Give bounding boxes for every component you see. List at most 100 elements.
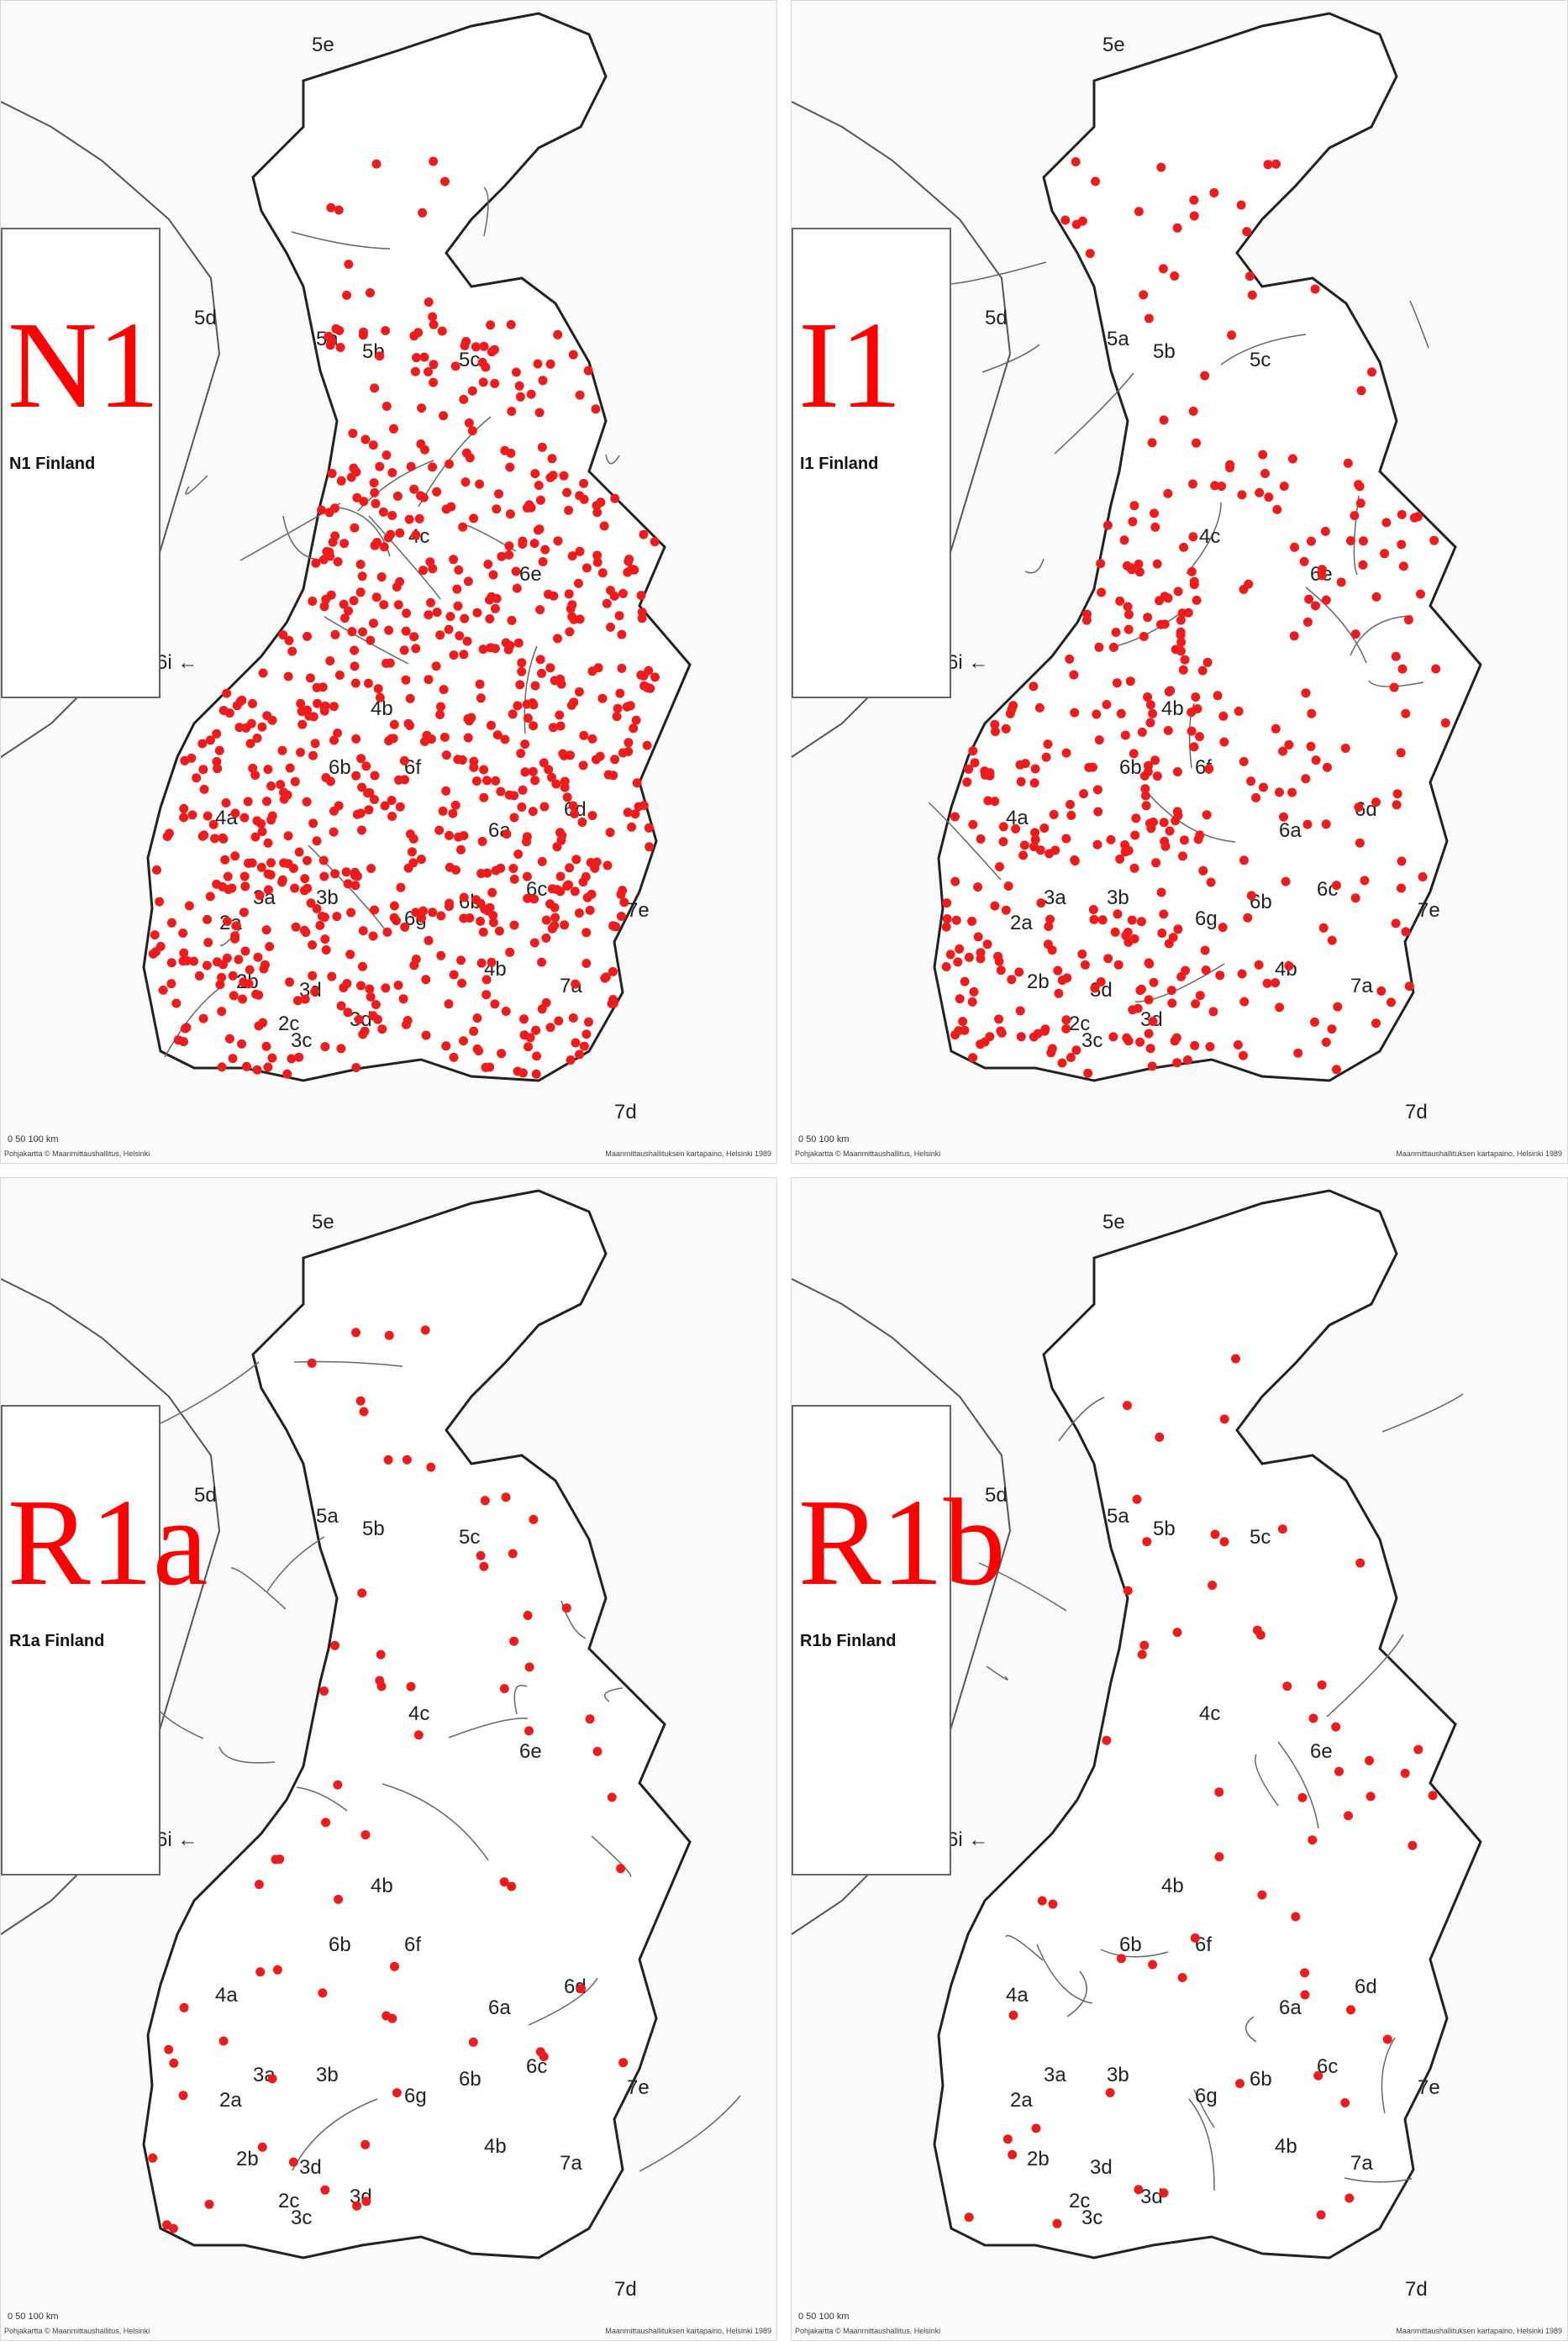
sample-dot [995,862,1004,871]
sample-dot [351,771,361,781]
sample-dot [509,813,519,823]
sample-dot [1141,791,1150,801]
sample-dot [148,949,158,959]
sample-dot [1331,1722,1341,1732]
sample-dot [602,598,612,608]
sample-dot [290,776,300,786]
sample-dot [1120,730,1130,740]
sample-dot [320,934,330,944]
sample-dot [238,994,248,1004]
sample-dot [1093,807,1103,817]
sample-dot [608,995,618,1004]
sample-dot [320,913,329,922]
sample-dot [485,1062,495,1072]
sample-dot [254,1880,264,1890]
sample-dot [535,655,545,665]
region-label: 4b [484,2135,507,2158]
sample-dot [1030,834,1040,844]
sample-dot [578,760,588,771]
sample-dot [212,879,222,889]
sample-dot [601,972,611,982]
sample-dot [312,836,322,846]
sample-dot [566,700,576,710]
sample-dot [369,478,379,488]
sample-dot [329,702,339,712]
sample-dot [436,702,445,712]
sample-dot [358,926,368,936]
sample-dot [164,2044,174,2054]
sample-dot [534,408,545,418]
sample-dot [344,260,354,269]
sample-dot [401,675,411,685]
haplogroup-sublabel: R1b Finland [800,1632,897,1650]
sample-dot [365,984,375,994]
sample-dot [1070,856,1080,866]
sample-dot [426,1462,436,1472]
sample-dot [1089,914,1099,924]
sample-dot [245,965,255,975]
region-label: 7a [560,2152,582,2175]
sample-dot [1057,976,1067,986]
sample-dot [339,613,350,623]
sample-dot [479,765,489,775]
sample-dot [606,622,615,632]
sample-dot [534,481,544,491]
sample-dot [1308,1835,1318,1845]
sample-dot [561,1603,571,1613]
sample-dot [476,1550,486,1560]
sample-dot [1275,787,1284,797]
map-credit: Pohjakartta © Maanmittaushallitus, Helsi… [795,1149,941,1158]
sample-dot [1049,809,1059,819]
sample-dot [1247,290,1257,300]
region-label: 5e [312,34,334,56]
sample-dot [973,882,983,892]
sample-dot [1052,2218,1062,2228]
sample-dot [1400,1768,1410,1778]
sample-dot [325,776,335,786]
sample-dot [1145,718,1155,728]
sample-dot [1416,589,1425,599]
province-boundary [153,1361,260,1428]
sample-dot [616,912,626,921]
sample-dot [435,710,445,719]
sample-dot [277,745,287,755]
sample-dot [517,666,527,676]
province-boundary [1344,2177,1413,2183]
sample-dot [623,808,633,818]
sample-dot [330,869,340,879]
sample-dot [383,533,393,543]
province-boundary [220,927,242,947]
sample-dot [1190,1933,1200,1943]
sample-dot [189,956,199,966]
sample-dot [587,666,597,676]
sample-dot [524,1042,533,1052]
province-boundary [1149,794,1236,843]
sample-dot [592,857,602,867]
sample-dot [485,595,494,605]
sample-dot [370,383,380,393]
sample-dot [976,834,986,844]
map-printer: Maanmittaushallituksen kartapaino, Helsi… [605,2327,771,2335]
region-label: 2c [278,1013,299,1035]
sample-dot [458,522,468,532]
sample-dot [372,538,382,547]
sample-dot [1333,1002,1343,1012]
sample-dot [1020,759,1030,769]
sample-dot [330,531,340,541]
sample-dot [1170,1036,1180,1046]
sample-dot [636,591,646,601]
sample-dot [224,1034,234,1044]
sample-dot [451,865,460,875]
sample-dot [365,788,375,797]
sample-dot [1029,681,1039,692]
sample-dot [350,523,360,533]
haplogroup-label: R1b [798,1474,1006,1612]
sample-dot [511,566,521,576]
sample-dot [402,1455,412,1465]
sample-dot [263,1062,273,1072]
sample-dot [179,948,189,958]
sample-dot [501,1492,511,1502]
sample-dot [1069,670,1079,680]
sample-dot [1192,704,1202,713]
